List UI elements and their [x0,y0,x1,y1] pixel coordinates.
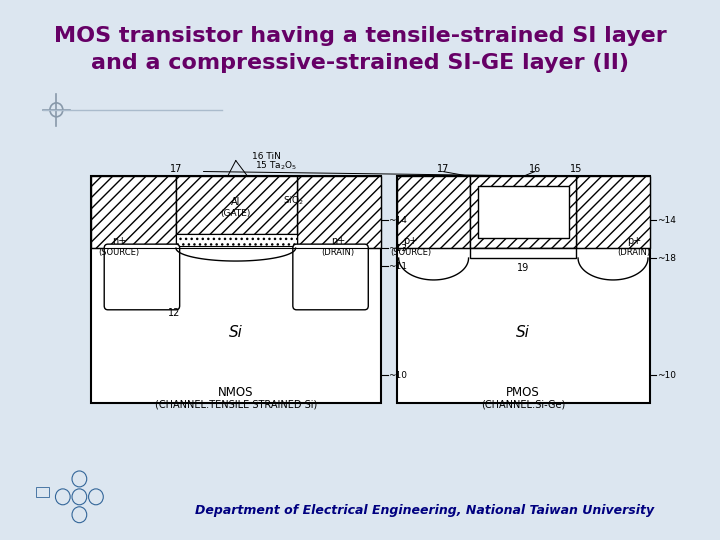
Text: and a compressive-strained SI-GE layer (II): and a compressive-strained SI-GE layer (… [91,53,629,73]
Text: p+: p+ [627,236,642,246]
Text: (DRAIN): (DRAIN) [321,248,354,256]
Text: 12: 12 [168,308,180,318]
Text: p+: p+ [403,236,418,246]
Text: ~18: ~18 [657,254,676,262]
Text: MOS transistor having a tensile-strained SI layer: MOS transistor having a tensile-strained… [53,26,667,46]
Bar [397,177,650,403]
Text: (CHANNEL:TENSILE STRAINED Si): (CHANNEL:TENSILE STRAINED Si) [155,399,317,409]
Text: n+: n+ [330,236,345,246]
Bar [36,487,49,497]
Polygon shape [578,258,648,280]
Bar [470,248,576,258]
Text: 17: 17 [170,164,182,173]
Text: PMOS: PMOS [506,386,540,399]
Text: Si: Si [229,325,243,340]
Text: Department of Electrical Engineering, National Taiwan University: Department of Electrical Engineering, Na… [195,504,654,517]
Text: (CHANNEL:Si-Ge): (CHANNEL:Si-Ge) [481,399,565,409]
Bar [176,234,297,246]
Bar [478,186,569,238]
Text: ~14: ~14 [389,216,408,225]
Text: ~11: ~11 [389,261,408,271]
Text: ~14: ~14 [657,216,676,225]
Bar [297,177,381,248]
Text: NMOS: NMOS [218,386,253,399]
Bar [176,177,297,234]
Bar [576,177,650,248]
Text: Si: Si [516,325,530,340]
Text: Al: Al [231,197,240,207]
Bar [91,177,381,403]
Text: (SOURCE): (SOURCE) [99,248,140,256]
Text: n+: n+ [112,236,126,246]
Text: ~10: ~10 [657,371,676,380]
Text: $\mathregular{SiO_2}$: $\mathregular{SiO_2}$ [284,194,304,207]
Text: 19: 19 [517,263,529,273]
Bar [470,177,576,248]
Text: ~10: ~10 [389,371,408,380]
Text: 16 TiN: 16 TiN [252,152,282,161]
Text: (DRAIN): (DRAIN) [618,248,651,256]
Text: 15 Ta$_2$O$_5$: 15 Ta$_2$O$_5$ [255,159,297,172]
Bar [397,177,470,248]
Text: (SOURCE): (SOURCE) [390,248,431,256]
Text: 15: 15 [570,164,582,173]
FancyBboxPatch shape [104,244,180,310]
Text: ~13: ~13 [389,244,408,253]
Polygon shape [399,258,469,280]
FancyBboxPatch shape [293,244,369,310]
Text: (GATE): (GATE) [220,209,251,218]
Bar [91,177,176,248]
Text: 16: 16 [528,164,541,173]
Text: 17: 17 [436,164,449,173]
